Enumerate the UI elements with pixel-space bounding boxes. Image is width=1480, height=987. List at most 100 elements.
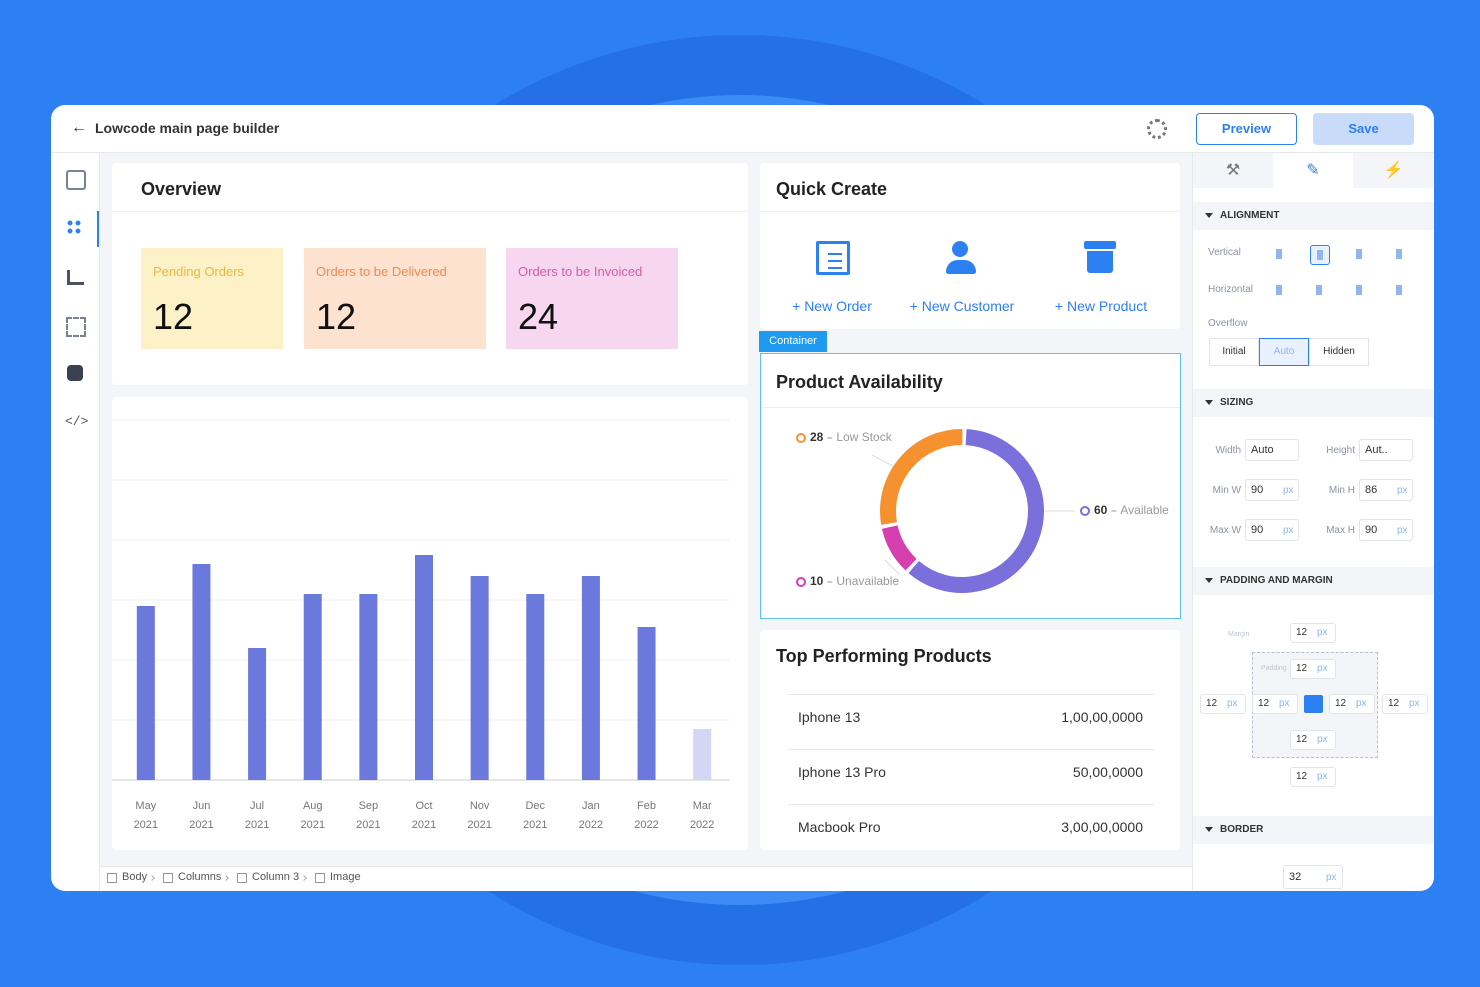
border-input[interactable] xyxy=(1283,865,1343,889)
save-button[interactable]: Save xyxy=(1313,113,1414,145)
spacing-input[interactable] xyxy=(1290,730,1336,750)
section-title: BORDER xyxy=(1220,824,1264,835)
overflow-option[interactable]: Initial xyxy=(1209,338,1259,366)
sidebar-icon[interactable] xyxy=(66,317,86,337)
quick-item[interactable]: + New Product xyxy=(1054,298,1148,314)
size-value: Auto xyxy=(1251,444,1274,456)
customer-icon[interactable] xyxy=(952,241,968,257)
spacing-value: 12 xyxy=(1296,771,1308,782)
spacing-input[interactable] xyxy=(1329,694,1375,714)
size-unit: px xyxy=(1397,485,1408,496)
spacing-unit: px xyxy=(1317,771,1328,782)
availability-title: Product Availability xyxy=(776,372,943,392)
spacing-value: 12 xyxy=(1258,698,1270,709)
border-value: 32 xyxy=(1289,871,1302,883)
tab[interactable]: ⚡ xyxy=(1353,153,1434,188)
window: ← Lowcode main page builder Preview Save… xyxy=(51,105,1434,891)
align-option[interactable] xyxy=(1310,281,1328,299)
section-caret xyxy=(1205,578,1213,587)
row-divider xyxy=(788,749,1154,750)
size-unit: px xyxy=(1283,485,1294,496)
product-icon[interactable] xyxy=(1087,251,1113,273)
card-value: 12 xyxy=(153,296,194,337)
section-title: SIZING xyxy=(1220,397,1254,408)
sidebar-line xyxy=(99,153,100,891)
align-option[interactable] xyxy=(1350,245,1368,263)
spacing-input[interactable] xyxy=(1252,694,1298,714)
sidebar-icon[interactable] xyxy=(67,270,84,285)
sidebar-icon[interactable]: </> xyxy=(65,414,89,429)
card-label: Orders to be Invoiced xyxy=(518,264,643,279)
spacing-value: 12 xyxy=(1206,698,1218,709)
size-input[interactable] xyxy=(1245,439,1299,461)
overflow-option[interactable]: Hidden xyxy=(1309,338,1369,366)
size-label: Min H xyxy=(1328,485,1355,496)
quick-create-title: Quick Create xyxy=(776,179,888,199)
spacing-value: 12 xyxy=(1296,627,1308,638)
customer-icon[interactable] xyxy=(946,260,976,274)
product-value: 50,00,0000 xyxy=(1072,764,1143,780)
spacing-input[interactable] xyxy=(1382,694,1428,714)
section-header xyxy=(1193,567,1434,595)
size-value: 90 xyxy=(1251,524,1264,536)
card-label: Pending Orders xyxy=(153,264,245,279)
quick-item[interactable]: + New Order xyxy=(792,298,872,314)
card: Orders to be Delivered 12 xyxy=(304,248,486,349)
sidebar-icon[interactable] xyxy=(67,365,83,381)
spacing-unit: px xyxy=(1317,627,1328,638)
preview-button[interactable]: Preview xyxy=(1196,113,1297,145)
crumb-icon xyxy=(107,873,117,883)
product-name: Iphone 13 Pro xyxy=(798,764,886,780)
padding-label: Padding xyxy=(1261,665,1287,672)
border-unit: px xyxy=(1326,872,1337,883)
row-divider xyxy=(788,694,1154,695)
spacing-unit: px xyxy=(1409,698,1420,709)
align-option[interactable] xyxy=(1310,245,1330,265)
sidebar-active-bar xyxy=(97,211,99,247)
sidebar-icon[interactable] xyxy=(66,170,86,190)
availability-divider xyxy=(762,407,1180,408)
settings-icon[interactable] xyxy=(1147,119,1167,139)
product-icon[interactable] xyxy=(1084,241,1116,249)
app-title: Lowcode main page builder xyxy=(95,120,280,136)
spacing-unit: px xyxy=(1356,698,1367,709)
spacing-input[interactable] xyxy=(1290,623,1336,643)
spacing-input[interactable] xyxy=(1290,659,1336,679)
size-label: Max H xyxy=(1326,525,1355,536)
link-toggle[interactable] xyxy=(1304,695,1323,713)
crumb[interactable]: Image xyxy=(330,871,361,883)
section-title: ALIGNMENT xyxy=(1220,210,1280,221)
align-option[interactable] xyxy=(1390,245,1408,263)
size-value: 90 xyxy=(1365,524,1378,536)
spacing-input[interactable] xyxy=(1290,767,1336,787)
order-icon[interactable] xyxy=(816,241,850,275)
product-name: Macbook Pro xyxy=(798,819,881,835)
align-option[interactable] xyxy=(1270,245,1288,263)
crumb[interactable]: Columns xyxy=(178,871,222,883)
align-option[interactable] xyxy=(1350,281,1368,299)
tab-active[interactable]: ✎ xyxy=(1306,162,1320,179)
size-input[interactable] xyxy=(1359,519,1413,541)
topbar-line xyxy=(51,152,1434,153)
spacing-value: 12 xyxy=(1296,663,1308,674)
top-products-title: Top Performing Products xyxy=(776,646,992,666)
spacing-input[interactable] xyxy=(1200,694,1246,714)
product-value: 1,00,00,0000 xyxy=(1061,709,1143,725)
back-arrow[interactable]: ← xyxy=(71,119,87,136)
crumb[interactable]: Column 3 xyxy=(252,871,300,883)
crumb[interactable]: Body xyxy=(122,871,148,883)
tab[interactable]: ⚒ xyxy=(1193,153,1273,188)
size-label: Height xyxy=(1326,445,1355,456)
section-caret xyxy=(1205,213,1213,222)
align-option[interactable] xyxy=(1270,281,1288,299)
quick-item[interactable]: + New Customer xyxy=(909,298,1015,314)
top-products-panel xyxy=(760,630,1180,850)
size-input[interactable] xyxy=(1245,519,1299,541)
align-option[interactable] xyxy=(1390,281,1408,299)
overflow-option[interactable]: Auto xyxy=(1259,338,1309,366)
card: Orders to be Invoiced 24 xyxy=(506,248,678,349)
size-input[interactable] xyxy=(1359,479,1413,501)
size-input[interactable] xyxy=(1359,439,1413,461)
sidebar-icon-active[interactable] xyxy=(66,219,82,235)
size-input[interactable] xyxy=(1245,479,1299,501)
